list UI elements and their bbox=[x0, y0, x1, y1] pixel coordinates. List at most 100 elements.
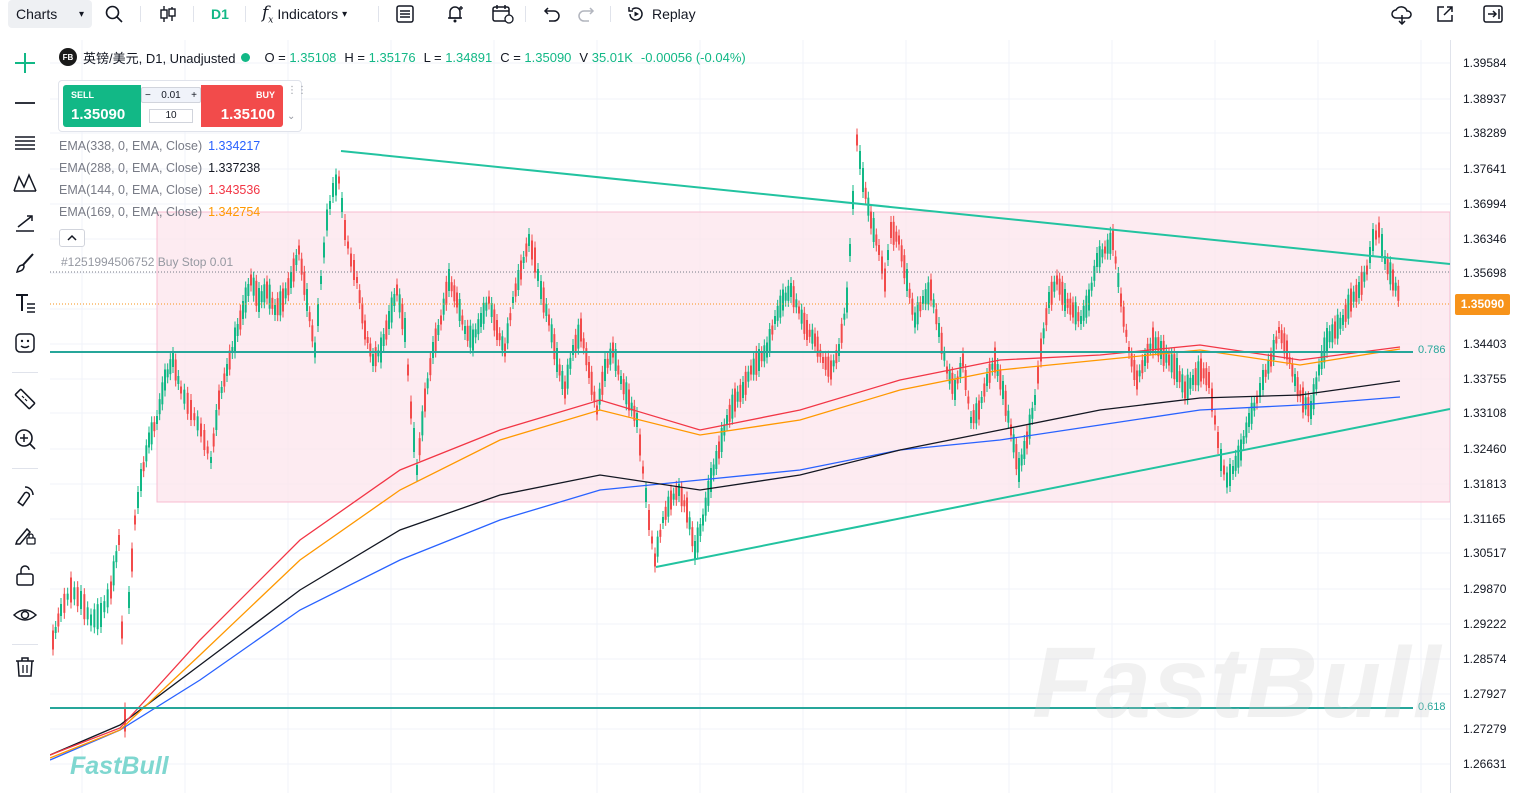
visibility-tool[interactable] bbox=[10, 600, 40, 630]
indicators-label: Indicators bbox=[277, 6, 339, 22]
candle-body bbox=[242, 301, 244, 319]
candle-body bbox=[774, 316, 776, 324]
brush-icon bbox=[15, 253, 34, 274]
candle-body bbox=[696, 527, 699, 553]
indicator-legend-ema169[interactable]: EMA(169, 0, EMA, Close) 1.342754 bbox=[59, 205, 260, 219]
top-toolbar: Charts ▾ D1 fx Indicators ▾ Replay bbox=[0, 0, 1520, 28]
candle-body bbox=[1208, 372, 1210, 388]
indicator-legend-ema144[interactable]: EMA(144, 0, EMA, Close) 1.343536 bbox=[59, 183, 260, 197]
candle-body bbox=[553, 334, 556, 360]
candle-body bbox=[625, 382, 628, 405]
ohlc-values: O = 1.35108 H = 1.35176 L = 1.34891 C = … bbox=[264, 50, 745, 65]
candle-body bbox=[528, 234, 530, 246]
popout-button[interactable] bbox=[1435, 0, 1455, 28]
candle-body bbox=[878, 245, 880, 255]
candle-body bbox=[1037, 366, 1039, 384]
candle-body bbox=[1264, 369, 1267, 377]
candle-body bbox=[784, 292, 787, 301]
candle-body bbox=[169, 359, 172, 375]
candle-body bbox=[60, 604, 62, 616]
fib-tool[interactable] bbox=[10, 128, 40, 158]
candle-body bbox=[908, 288, 911, 298]
candle-body bbox=[118, 535, 120, 545]
layout-button[interactable] bbox=[395, 0, 415, 28]
price-chart[interactable] bbox=[0, 40, 1450, 793]
candle-body bbox=[1157, 337, 1160, 357]
charts-menu-button[interactable]: Charts ▾ bbox=[8, 0, 92, 28]
candle-body bbox=[284, 288, 287, 299]
buy-button[interactable]: BUY 1.35100 bbox=[201, 85, 283, 127]
unlock-tool[interactable] bbox=[10, 560, 40, 590]
plus-icon[interactable]: + bbox=[191, 89, 197, 101]
candle-body bbox=[609, 348, 612, 365]
candle-body bbox=[645, 488, 647, 502]
ruler-tool[interactable] bbox=[10, 384, 40, 414]
ema-338-line bbox=[49, 396, 1401, 761]
bar-replay-button[interactable] bbox=[491, 0, 515, 28]
emoji-tool[interactable] bbox=[10, 328, 40, 358]
drag-handle-icon[interactable]: ⋮⋮ bbox=[287, 85, 307, 96]
ruler-icon bbox=[14, 388, 36, 410]
alert-button[interactable] bbox=[444, 0, 466, 28]
magnet-tool[interactable] bbox=[10, 480, 40, 510]
candle-body bbox=[437, 325, 440, 335]
fullscreen-exit-button[interactable] bbox=[1482, 0, 1504, 28]
candle-body bbox=[787, 285, 790, 301]
candle-body bbox=[1042, 328, 1045, 339]
sell-price: 1.35090 bbox=[71, 106, 126, 123]
calendar-replay-icon bbox=[492, 5, 514, 24]
replay-button[interactable]: Replay bbox=[626, 0, 696, 28]
quantity-stepper[interactable]: − 0.01 + bbox=[141, 87, 201, 103]
candle-body bbox=[1372, 229, 1374, 251]
delete-drawings-tool[interactable] bbox=[10, 652, 40, 682]
crosshair-tool[interactable] bbox=[10, 48, 40, 78]
chevron-down-icon[interactable]: ⌄ bbox=[287, 111, 296, 122]
candle-body bbox=[1015, 444, 1018, 470]
cloud-save-button[interactable] bbox=[1390, 0, 1414, 28]
interval-button[interactable]: D1 bbox=[211, 6, 229, 22]
fib-icon bbox=[15, 136, 35, 150]
undo-button[interactable] bbox=[542, 0, 562, 28]
candle-body bbox=[654, 553, 656, 567]
popout-icon bbox=[1437, 6, 1453, 22]
candle-body bbox=[401, 304, 404, 330]
horizontal-line-tool[interactable] bbox=[10, 88, 40, 118]
buy-label: BUY bbox=[255, 90, 275, 100]
candle-body bbox=[1250, 402, 1253, 424]
candle-body bbox=[792, 286, 795, 308]
symbol-search-button[interactable] bbox=[104, 0, 124, 28]
candle-body bbox=[636, 413, 638, 427]
candle-body bbox=[948, 369, 951, 384]
brush-tool[interactable] bbox=[10, 248, 40, 278]
pattern-tool[interactable] bbox=[10, 168, 40, 198]
candle-body bbox=[86, 607, 89, 620]
candle-body bbox=[806, 320, 808, 340]
alert-icon bbox=[448, 6, 463, 23]
symbol-legend[interactable]: FB 英镑/美元, D1, Unadjusted O = 1.35108 H =… bbox=[59, 48, 746, 66]
candle-body bbox=[1074, 302, 1077, 325]
trend-tool[interactable] bbox=[10, 208, 40, 238]
candle-body bbox=[1104, 246, 1106, 254]
candle-body bbox=[271, 297, 274, 309]
candle-body bbox=[779, 295, 782, 318]
candle-body bbox=[1168, 354, 1170, 366]
indicator-legend-ema288[interactable]: EMA(288, 0, EMA, Close) 1.337238 bbox=[59, 161, 260, 175]
indicators-button[interactable]: fx Indicators ▾ bbox=[262, 0, 347, 28]
candle-body bbox=[531, 240, 533, 260]
candle-body bbox=[548, 314, 550, 326]
text-tool[interactable] bbox=[10, 288, 40, 318]
indicator-legend-ema338[interactable]: EMA(338, 0, EMA, Close) 1.334217 bbox=[59, 139, 260, 153]
redo-button[interactable] bbox=[576, 0, 596, 28]
candle-body bbox=[824, 356, 827, 370]
lots-input[interactable]: 10 bbox=[149, 109, 193, 123]
price-axis[interactable]: 1.39584 1.38937 1.38289 1.37641 1.36994 1.363… bbox=[1450, 40, 1520, 793]
pending-order-label[interactable]: #1251994506752 Buy Stop 0.01 bbox=[61, 255, 234, 269]
chart-type-button[interactable] bbox=[157, 0, 179, 28]
candle-body bbox=[688, 517, 691, 530]
lock-drawing-tool[interactable] bbox=[10, 520, 40, 550]
collapse-legend-button[interactable] bbox=[59, 229, 85, 247]
candle-body bbox=[472, 329, 474, 351]
candle-body bbox=[1275, 336, 1278, 344]
minus-icon[interactable]: − bbox=[145, 89, 151, 101]
zoom-tool[interactable] bbox=[10, 424, 40, 454]
